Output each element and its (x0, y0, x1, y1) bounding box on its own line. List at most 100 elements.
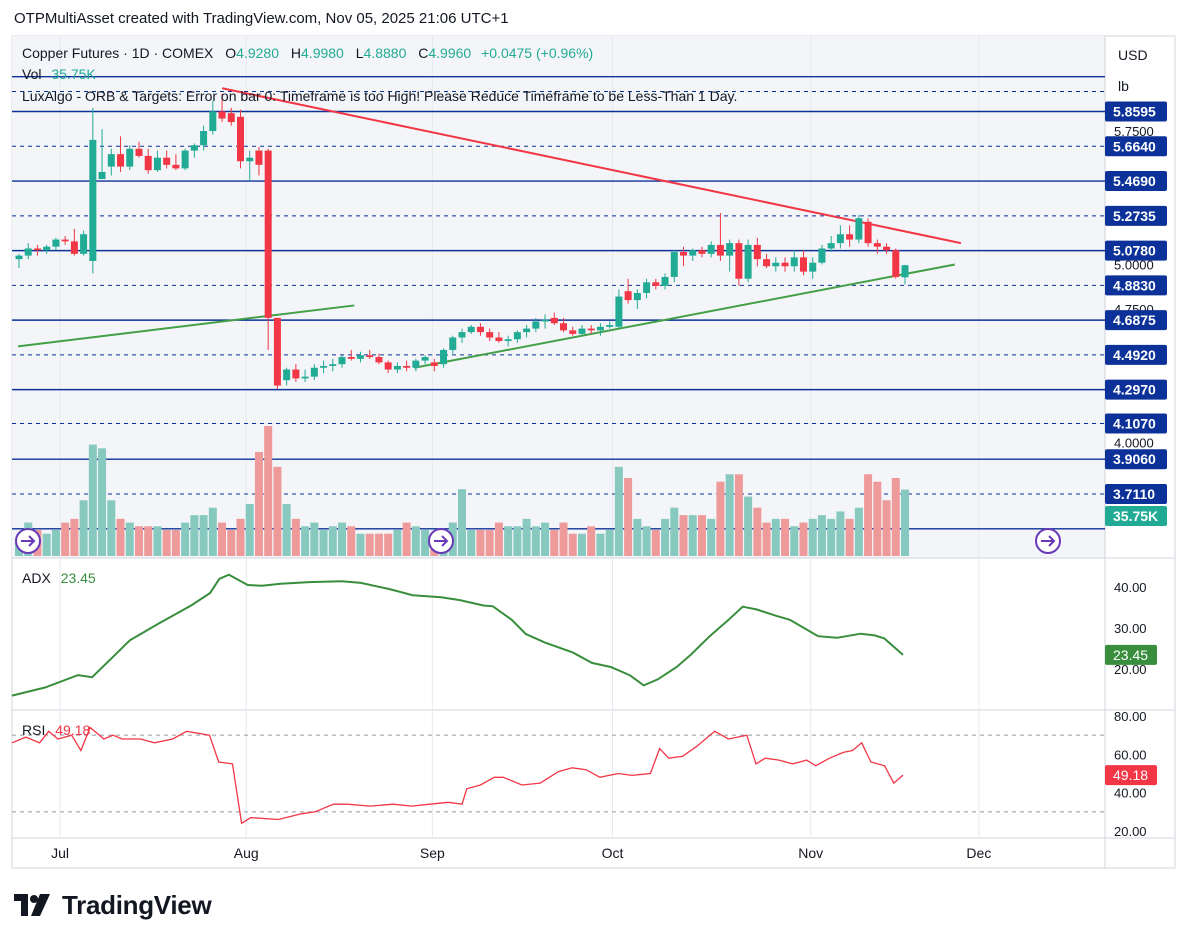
volume-bar (218, 522, 227, 556)
volume-bar (199, 515, 208, 556)
adx-value-label: 23.45 (1113, 647, 1148, 663)
candle-body (320, 365, 328, 368)
candle-body (541, 319, 549, 322)
candle-body (458, 332, 466, 338)
volume-bar (790, 526, 799, 556)
level-price-badge (1105, 344, 1167, 365)
candle-body (393, 365, 401, 370)
rsi-legend: RSI 49.18 (22, 722, 90, 738)
volume-bar (624, 478, 633, 556)
volume-bar (845, 518, 854, 556)
volume-bar (513, 526, 522, 556)
candle-body (892, 250, 900, 277)
rsi-title: RSI (22, 722, 45, 738)
candle-body (172, 164, 180, 169)
candle-body (227, 113, 235, 123)
candle-body (98, 171, 106, 180)
candle-body (495, 337, 503, 342)
indicator-error-text: LuxAlgo - ORB & Targets: Error on bar 0:… (22, 88, 737, 104)
level-price-badge (1105, 136, 1167, 157)
volume-bar (651, 530, 660, 556)
currency-button[interactable]: USD (1118, 47, 1148, 63)
candle-body (560, 323, 568, 331)
candle-body (246, 157, 254, 162)
level-price-label: 5.2735 (1113, 208, 1156, 224)
volume-bar (421, 530, 430, 556)
jump-arrow-icon[interactable] (1035, 528, 1061, 554)
candle-body (190, 145, 198, 151)
ohlc-low-key: L (356, 45, 364, 61)
volume-bar (310, 522, 319, 556)
volume-bar (605, 530, 614, 556)
candle-body (753, 244, 761, 260)
volume-bar (458, 489, 466, 556)
candle-body (218, 111, 226, 119)
volume-bar (51, 530, 60, 556)
volume-badge-label: 35.75K (1113, 508, 1158, 524)
candle-body (135, 148, 143, 156)
candle-body (200, 131, 208, 146)
level-price-badge (1105, 310, 1167, 331)
jump-arrow-icon[interactable] (15, 528, 41, 554)
volume-bar (596, 533, 605, 556)
volume-bar (522, 518, 531, 556)
volume-bar (827, 518, 836, 556)
candle-body (781, 262, 789, 267)
level-price-label: 5.4690 (1113, 173, 1156, 189)
volume-bar (799, 522, 808, 556)
jump-arrow-icon[interactable] (428, 528, 454, 554)
volume-bar (541, 522, 550, 556)
volume-bar (208, 507, 217, 556)
trendline-resistance (221, 87, 962, 245)
candle-body (366, 355, 374, 358)
volume-bar (254, 452, 263, 556)
candle-body (901, 265, 909, 278)
time-axis-label: Sep (420, 845, 445, 861)
candle-body (873, 243, 881, 247)
time-axis-label: Dec (966, 845, 991, 861)
adx-line (11, 573, 904, 697)
volume-bar (707, 518, 716, 556)
time-axis-label: Aug (234, 845, 259, 861)
level-price-label: 4.1070 (1113, 415, 1156, 431)
volume-bar (577, 533, 586, 556)
volume-bar (494, 522, 503, 556)
volume-bar (245, 504, 254, 556)
ohlc-close-key: C (418, 45, 428, 61)
rsi-axis-tick: 40.00 (1114, 786, 1147, 801)
unit-button[interactable]: lb (1118, 78, 1129, 94)
volume-bar (725, 474, 734, 556)
level-price-label: 4.2970 (1113, 382, 1156, 398)
volume-bar (411, 526, 420, 556)
tradingview-logo-icon (14, 893, 50, 916)
legend-line: Copper Futures · 1D · COMEX O4.9280 H4.9… (22, 45, 593, 61)
candle-body (61, 239, 69, 242)
candle-body (255, 150, 263, 165)
candle-body (301, 376, 309, 379)
level-price-badge (1105, 413, 1167, 434)
volume-bar (734, 474, 743, 556)
adx-legend-value: 23.45 (61, 570, 96, 586)
volume-bar (771, 518, 780, 556)
candle-body (855, 218, 863, 240)
candle-body (578, 328, 586, 334)
volume-bar (476, 530, 485, 556)
candle-body (449, 337, 457, 350)
rsi-axis-tick: 80.00 (1114, 709, 1147, 724)
candle-body (412, 360, 420, 368)
candle-body (403, 365, 411, 368)
candle-body (144, 155, 152, 171)
volume-bar (319, 530, 328, 556)
candle-body (726, 243, 734, 256)
volume-bar (107, 500, 116, 556)
price-axis-tick: 5.0000 (1114, 258, 1154, 273)
candle-body (89, 139, 97, 261)
candle-body (652, 282, 660, 286)
rsi-axis-tick: 60.00 (1114, 747, 1147, 762)
level-price-label: 5.6640 (1113, 138, 1156, 154)
ohlc-close-value: 4.9960 (428, 45, 471, 61)
candle-body (467, 326, 475, 333)
candle-body (818, 248, 826, 263)
volume-bar (88, 444, 97, 556)
